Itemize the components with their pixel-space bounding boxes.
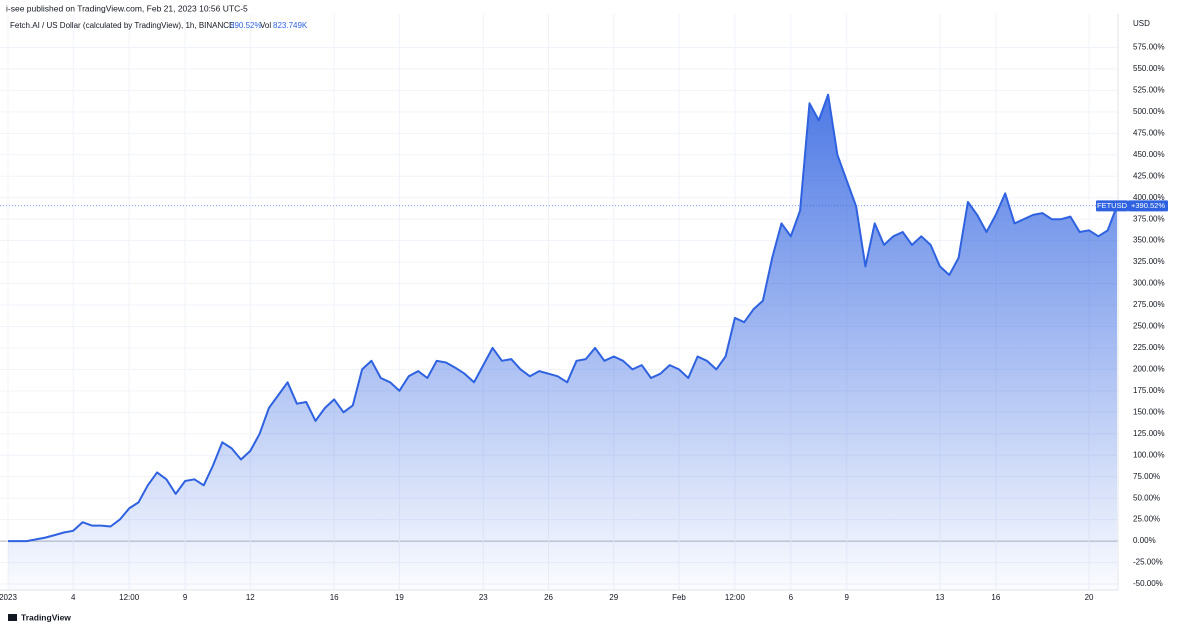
- axis-unit: USD: [1133, 19, 1150, 28]
- y-tick-label: 275.00%: [1133, 300, 1165, 309]
- x-tick-label: 29: [609, 593, 618, 602]
- y-tick-label: 425.00%: [1133, 171, 1165, 180]
- y-tick-label: 525.00%: [1133, 86, 1165, 95]
- x-tick-label: 20: [1085, 593, 1094, 602]
- x-tick-label: 12: [246, 593, 255, 602]
- volume-label: Vol: [260, 21, 271, 30]
- y-tick-label: -50.00%: [1133, 579, 1163, 588]
- y-tick-label: 350.00%: [1133, 236, 1165, 245]
- x-tick-label: Feb: [672, 593, 686, 602]
- x-tick-label: 19: [395, 593, 404, 602]
- y-tick-label: 450.00%: [1133, 150, 1165, 159]
- legend-value: 390.52%: [230, 21, 262, 30]
- price-label: +390.52%: [1131, 201, 1165, 210]
- y-tick-label: 400.00%: [1133, 193, 1165, 202]
- y-tick-label: 200.00%: [1133, 364, 1165, 373]
- x-tick-label: 13: [935, 593, 944, 602]
- chart-title: Fetch.AI / US Dollar (calculated by Trad…: [10, 21, 234, 30]
- logo-icon: [8, 614, 17, 621]
- symbol-badge: [1096, 200, 1128, 212]
- y-tick-label: 175.00%: [1133, 386, 1165, 395]
- y-tick-label: 300.00%: [1133, 279, 1165, 288]
- y-tick-label: 0.00%: [1133, 536, 1156, 545]
- y-tick-label: -25.00%: [1133, 558, 1163, 567]
- y-tick-label: 125.00%: [1133, 429, 1165, 438]
- publisher-note: i-see published on TradingView.com, Feb …: [6, 3, 248, 13]
- x-tick-label: 16: [330, 593, 339, 602]
- x-tick-label: 9: [845, 593, 850, 602]
- plot-area: [8, 93, 1118, 590]
- y-tick-label: 150.00%: [1133, 407, 1165, 416]
- y-tick-label: 575.00%: [1133, 43, 1165, 52]
- y-tick-label: 75.00%: [1133, 472, 1160, 481]
- x-tick-label: 4: [71, 593, 76, 602]
- y-tick-label: 325.00%: [1133, 257, 1165, 266]
- axes: -50.00% -25.00% 0.00% 25.00% 50.00% 75.00% 100…: [0, 43, 1165, 603]
- x-tick-label: 16: [991, 593, 1000, 602]
- area-fill: [8, 94, 1117, 590]
- x-tick-label: 12:00: [119, 593, 140, 602]
- y-tick-label: 50.00%: [1133, 493, 1160, 502]
- y-tick-label: 475.00%: [1133, 128, 1165, 137]
- y-tick-label: 500.00%: [1133, 107, 1165, 116]
- y-tick-label: 25.00%: [1133, 515, 1160, 524]
- x-tick-label: 2023: [0, 593, 17, 602]
- y-tick-label: 375.00%: [1133, 214, 1165, 223]
- price-line: [8, 93, 1118, 543]
- x-tick-label: 12:00: [725, 593, 746, 602]
- x-tick-label: 9: [183, 593, 188, 602]
- y-tick-label: 550.00%: [1133, 64, 1165, 73]
- y-tick-label: 250.00%: [1133, 322, 1165, 331]
- x-tick-label: 23: [479, 593, 488, 602]
- x-tick-label: 6: [789, 593, 794, 602]
- x-tick-label: 26: [544, 593, 553, 602]
- price-badge: [1128, 200, 1168, 212]
- footer-brand: TradingView: [21, 612, 71, 622]
- y-tick-label: 100.00%: [1133, 450, 1165, 459]
- y-tick-label: 225.00%: [1133, 343, 1165, 352]
- symbol-label: FETUSD: [1097, 201, 1128, 210]
- volume-value: 823.749K: [273, 21, 308, 30]
- footer-logo: TradingView: [8, 612, 71, 622]
